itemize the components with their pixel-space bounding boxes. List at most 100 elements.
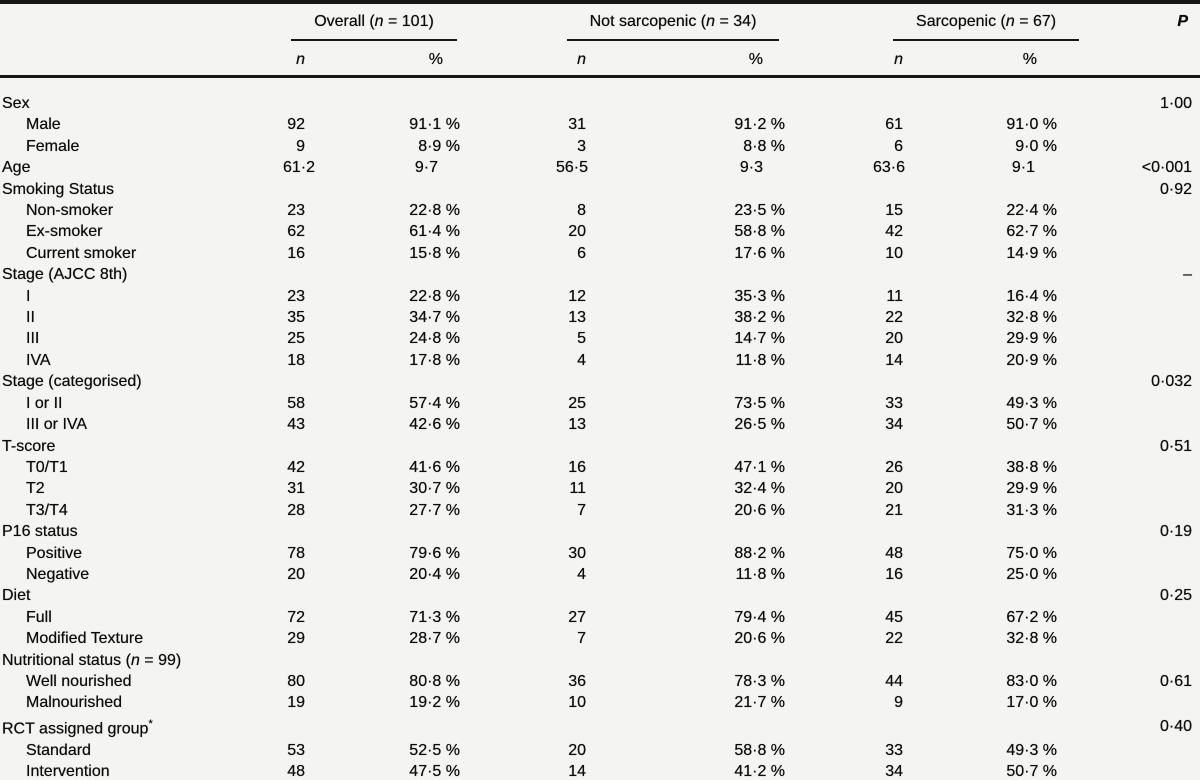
cell-percent: 38·2 % — [734, 309, 786, 327]
row-label-item: Modified Texture — [26, 630, 144, 648]
cell-percent: 22·4 % — [1006, 202, 1058, 220]
cell-percent: 79·4 % — [734, 608, 786, 626]
cell-p-value — [1057, 607, 1200, 628]
cell-p-value — [1057, 350, 1200, 371]
cell-n: 34 — [885, 416, 904, 434]
cell-n: 25 — [568, 394, 586, 412]
cell-n: 4 — [577, 351, 586, 369]
table-row: Smoking Status 0·92 — [0, 179, 1200, 200]
cell-percent: 91·0 % — [1006, 116, 1058, 134]
cell-percent: 20·6 % — [734, 501, 786, 519]
cell-n: 61 — [885, 116, 904, 134]
cell-n — [465, 371, 588, 392]
cell-n: 29 — [287, 630, 305, 648]
table-row: RCT assigned group* 0·40 — [0, 714, 1200, 740]
cell-percent — [905, 264, 1057, 285]
cell-percent: 47·5 % — [409, 762, 460, 780]
cell-percent — [315, 436, 465, 457]
cell-p-value — [1057, 243, 1200, 264]
cell-percent: 22·8 % — [409, 287, 460, 305]
cell-n: 36 — [568, 672, 586, 690]
cell-n: 3 — [577, 137, 586, 155]
cell-n: 8 — [577, 202, 586, 220]
cell-n: 20 — [885, 480, 904, 498]
cell-percent: 17·0 % — [1006, 694, 1058, 712]
cell-percent: 62·7 % — [1006, 223, 1058, 241]
cell-percent: 19·2 % — [409, 694, 460, 712]
table-row: III or IVA 43 42·6 % 13 26·5 % 34 50·7 % — [0, 414, 1200, 435]
cell-percent: 9·1 — [1011, 159, 1036, 177]
cell-n: 11 — [569, 480, 586, 498]
cell-p-value — [1057, 200, 1200, 221]
cell-percent — [588, 77, 785, 115]
cell-n: 53 — [287, 741, 305, 759]
cell-n: 33 — [885, 741, 904, 759]
cell-n — [785, 264, 905, 285]
cell-n — [268, 585, 315, 606]
table-header: Overall (n = 101) Not sarcopenic (n = 34… — [0, 2, 1200, 78]
cell-percent — [588, 585, 785, 606]
cell-n: 20 — [287, 565, 305, 583]
cell-n: 23 — [287, 202, 305, 220]
cell-percent: 38·8 % — [1006, 458, 1058, 476]
cell-n: 28 — [287, 501, 305, 519]
cell-p-value: 0·40 — [1159, 717, 1193, 735]
table-row: Current smoker 16 15·8 % 6 17·6 % 10 14·9 % — [0, 243, 1200, 264]
row-label-category: RCT assigned group* — [2, 717, 153, 738]
cell-percent: 9·7 — [414, 159, 438, 177]
table-row: Intervention 48 47·5 % 14 41·2 % 34 50·7 % — [0, 761, 1200, 780]
table-row: III 25 24·8 % 5 14·7 % 20 29·9 % — [0, 328, 1200, 349]
cell-percent: 20·6 % — [734, 630, 786, 648]
cell-p-value: 0·92 — [1159, 180, 1193, 198]
row-label-item: Non-smoker — [26, 202, 114, 220]
cell-n — [268, 264, 315, 285]
cell-percent: 16·4 % — [1006, 287, 1058, 305]
table-row: Diet 0·25 — [0, 585, 1200, 606]
cell-percent — [588, 650, 785, 671]
cell-percent — [905, 585, 1057, 606]
cell-percent: 80·8 % — [409, 672, 460, 690]
table-row: T2 31 30·7 % 11 32·4 % 20 29·9 % — [0, 478, 1200, 499]
table-row: Ex-smoker 62 61·4 % 20 58·8 % 42 62·7 % — [0, 221, 1200, 242]
table-row: Sex 1·00 — [0, 77, 1200, 115]
table-row: I or II 58 57·4 % 25 73·5 % 33 49·3 % — [0, 393, 1200, 414]
cell-n — [465, 650, 588, 671]
cell-p-value — [1057, 136, 1200, 157]
cell-percent: 34·7 % — [409, 309, 460, 327]
row-label-category: Age — [2, 159, 31, 177]
row-label-item: III — [26, 330, 40, 348]
cell-p-value — [1057, 740, 1200, 761]
row-label-item: Standard — [26, 741, 91, 759]
row-label-item: III or IVA — [26, 416, 88, 434]
cell-n: 80 — [287, 672, 305, 690]
row-label-item: Current smoker — [26, 244, 137, 262]
group-header-overall-label: Overall (n = 101) — [291, 8, 457, 41]
cell-n: 14 — [885, 351, 904, 369]
row-label-item: Positive — [26, 544, 83, 562]
cell-n: 6 — [894, 137, 904, 155]
cell-percent: 26·5 % — [734, 416, 786, 434]
cell-percent — [315, 264, 465, 285]
table-row: Nutritional status (n = 99) — [0, 650, 1200, 671]
row-label-category: P16 status — [2, 523, 78, 541]
cell-percent: 17·8 % — [409, 351, 460, 369]
group-header-not-sarcopenic: Not sarcopenic (n = 34) — [465, 2, 785, 45]
cell-p-value: 0·032 — [1151, 373, 1193, 391]
cell-percent: 58·8 % — [734, 741, 786, 759]
table-row: I 23 22·8 % 12 35·3 % 11 16·4 % — [0, 286, 1200, 307]
cell-percent: 14·7 % — [734, 330, 786, 348]
cell-n — [268, 77, 315, 115]
cell-n — [785, 585, 905, 606]
row-label-item: Female — [26, 137, 80, 155]
cell-percent — [315, 179, 465, 200]
row-label-item: Well nourished — [26, 672, 132, 690]
table-row: Standard 53 52·5 % 20 58·8 % 33 49·3 % — [0, 740, 1200, 761]
cell-n: 21 — [885, 501, 904, 519]
cell-p-value — [1057, 761, 1200, 780]
cell-percent — [315, 521, 465, 542]
cell-n: 45 — [885, 608, 904, 626]
cell-percent: 28·7 % — [409, 630, 460, 648]
subheader-n-not-sarcopenic: n — [465, 45, 588, 78]
cell-n: 16 — [885, 565, 904, 583]
cell-percent — [588, 371, 785, 392]
